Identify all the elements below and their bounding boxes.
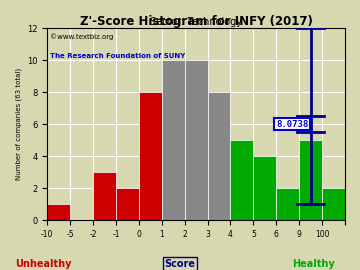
Bar <box>299 140 322 220</box>
Bar <box>276 188 299 220</box>
Text: Sector: Technology: Sector: Technology <box>150 17 242 27</box>
Bar <box>185 60 208 220</box>
Text: Score: Score <box>165 259 195 269</box>
Bar <box>230 140 253 220</box>
Bar <box>139 92 162 220</box>
Bar <box>253 156 276 220</box>
Title: Z'-Score Histogram for INFY (2017): Z'-Score Histogram for INFY (2017) <box>80 15 312 28</box>
Bar <box>208 92 230 220</box>
Bar <box>162 60 185 220</box>
Bar <box>93 172 116 220</box>
Text: Unhealthy: Unhealthy <box>15 259 71 269</box>
Text: The Research Foundation of SUNY: The Research Foundation of SUNY <box>50 53 185 59</box>
Bar <box>116 188 139 220</box>
Bar <box>47 204 70 220</box>
Text: 8.0738: 8.0738 <box>276 120 309 129</box>
Text: Healthy: Healthy <box>292 259 334 269</box>
Y-axis label: Number of companies (63 total): Number of companies (63 total) <box>15 68 22 180</box>
Text: ©www.textbiz.org: ©www.textbiz.org <box>50 34 114 40</box>
Bar <box>322 188 345 220</box>
